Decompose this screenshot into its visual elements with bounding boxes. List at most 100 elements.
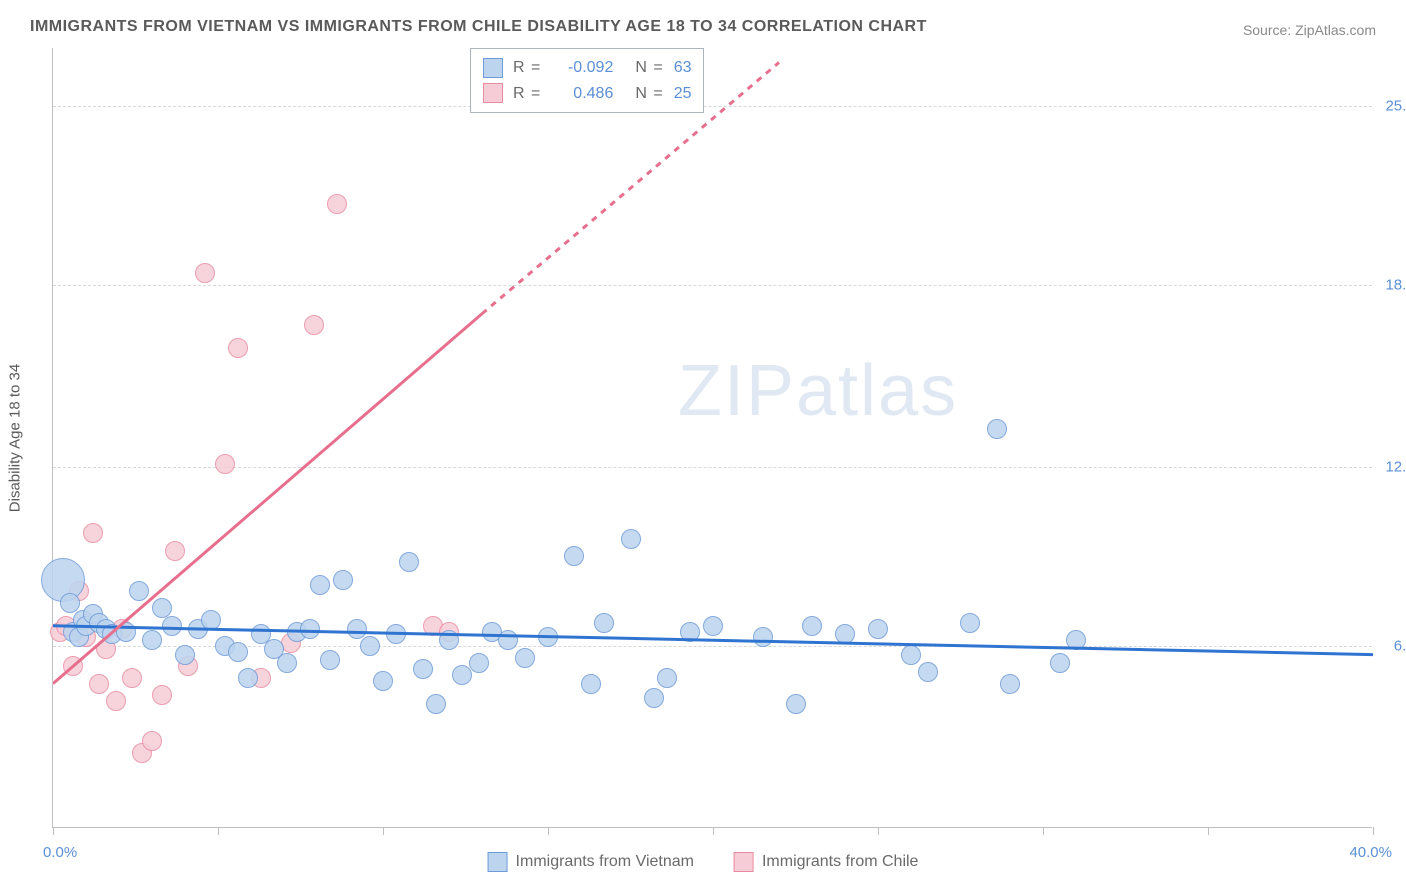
- data-point-chile: [228, 338, 248, 358]
- data-point-vietnam: [918, 662, 938, 682]
- data-point-chile: [195, 263, 215, 283]
- legend-r-label: R =: [513, 81, 541, 107]
- data-point-vietnam: [469, 653, 489, 673]
- legend-n-value: 63: [674, 55, 692, 81]
- data-point-vietnam: [802, 616, 822, 636]
- x-tick: [713, 827, 714, 835]
- chart-plot-area: Disability Age 18 to 34 ZIPatlas 0.0% 40…: [52, 48, 1372, 828]
- series-legend: Immigrants from Vietnam Immigrants from C…: [488, 852, 919, 872]
- data-point-vietnam: [228, 642, 248, 662]
- data-point-vietnam: [129, 581, 149, 601]
- chart-title: IMMIGRANTS FROM VIETNAM VS IMMIGRANTS FR…: [30, 18, 927, 36]
- data-point-vietnam: [703, 616, 723, 636]
- x-tick: [878, 827, 879, 835]
- data-point-vietnam: [680, 622, 700, 642]
- data-point-vietnam: [116, 622, 136, 642]
- data-point-vietnam: [657, 668, 677, 688]
- legend-swatch: [488, 852, 508, 872]
- legend-r-value: 0.486: [551, 81, 613, 107]
- data-point-vietnam: [310, 575, 330, 595]
- data-point-vietnam: [1000, 674, 1020, 694]
- data-point-vietnam: [960, 613, 980, 633]
- data-point-vietnam: [564, 546, 584, 566]
- data-point-vietnam: [1066, 630, 1086, 650]
- data-point-vietnam: [753, 627, 773, 647]
- x-tick: [1373, 827, 1374, 835]
- data-point-vietnam: [835, 624, 855, 644]
- y-gridline: [53, 646, 1372, 647]
- data-point-chile: [215, 454, 235, 474]
- data-point-vietnam: [987, 419, 1007, 439]
- x-tick: [1208, 827, 1209, 835]
- x-tick: [548, 827, 549, 835]
- y-tick-label: 18.8%: [1385, 276, 1406, 293]
- x-axis-max-label: 40.0%: [1349, 844, 1392, 861]
- data-point-vietnam: [439, 630, 459, 650]
- legend-n-label: N =: [635, 81, 663, 107]
- y-gridline: [53, 106, 1372, 107]
- legend-swatch: [483, 58, 503, 78]
- data-point-vietnam: [238, 668, 258, 688]
- data-point-chile: [327, 194, 347, 214]
- series-legend-label: Immigrants from Vietnam: [516, 853, 694, 871]
- data-point-vietnam: [594, 613, 614, 633]
- data-point-chile: [106, 691, 126, 711]
- chart-svg-layer: [53, 48, 1373, 828]
- y-axis-label: Disability Age 18 to 34: [7, 363, 24, 511]
- data-point-vietnam: [901, 645, 921, 665]
- x-tick: [53, 827, 54, 835]
- data-point-chile: [165, 541, 185, 561]
- y-gridline: [53, 285, 1372, 286]
- data-point-vietnam: [347, 619, 367, 639]
- data-point-vietnam: [60, 593, 80, 613]
- legend-row-vietnam: R = -0.092 N = 63: [483, 55, 691, 81]
- legend-row-chile: R = 0.486 N = 25: [483, 81, 691, 107]
- legend-r-label: R =: [513, 55, 541, 81]
- data-point-vietnam: [162, 616, 182, 636]
- source-attribution: Source: ZipAtlas.com: [1243, 22, 1376, 38]
- data-point-vietnam: [538, 627, 558, 647]
- data-point-vietnam: [786, 694, 806, 714]
- legend-r-value: -0.092: [551, 55, 613, 81]
- x-axis-min-label: 0.0%: [43, 844, 77, 861]
- data-point-vietnam: [515, 648, 535, 668]
- data-point-vietnam: [360, 636, 380, 656]
- series-legend-label: Immigrants from Chile: [762, 853, 918, 871]
- data-point-vietnam: [399, 552, 419, 572]
- legend-n-value: 25: [674, 81, 692, 107]
- x-tick: [1043, 827, 1044, 835]
- legend-swatch: [483, 83, 503, 103]
- data-point-vietnam: [413, 659, 433, 679]
- data-point-vietnam: [201, 610, 221, 630]
- data-point-vietnam: [498, 630, 518, 650]
- data-point-vietnam: [426, 694, 446, 714]
- data-point-vietnam: [175, 645, 195, 665]
- y-tick-label: 6.3%: [1394, 638, 1406, 655]
- data-point-chile: [83, 523, 103, 543]
- y-gridline: [53, 467, 1372, 468]
- data-point-vietnam: [142, 630, 162, 650]
- data-point-chile: [304, 315, 324, 335]
- data-point-chile: [89, 674, 109, 694]
- data-point-vietnam: [1050, 653, 1070, 673]
- correlation-legend: R = -0.092 N = 63 R = 0.486 N = 25: [470, 48, 704, 113]
- data-point-chile: [152, 685, 172, 705]
- data-point-chile: [142, 731, 162, 751]
- y-tick-label: 12.5%: [1385, 458, 1406, 475]
- data-point-chile: [63, 656, 83, 676]
- x-tick: [383, 827, 384, 835]
- series-legend-item-chile: Immigrants from Chile: [734, 852, 918, 872]
- data-point-vietnam: [277, 653, 297, 673]
- data-point-vietnam: [386, 624, 406, 644]
- data-point-vietnam: [300, 619, 320, 639]
- data-point-vietnam: [644, 688, 664, 708]
- y-tick-label: 25.0%: [1385, 97, 1406, 114]
- legend-n-label: N =: [635, 55, 663, 81]
- x-tick: [218, 827, 219, 835]
- series-legend-item-vietnam: Immigrants from Vietnam: [488, 852, 694, 872]
- data-point-vietnam: [320, 650, 340, 670]
- data-point-vietnam: [621, 529, 641, 549]
- data-point-vietnam: [581, 674, 601, 694]
- data-point-vietnam: [373, 671, 393, 691]
- data-point-vietnam: [868, 619, 888, 639]
